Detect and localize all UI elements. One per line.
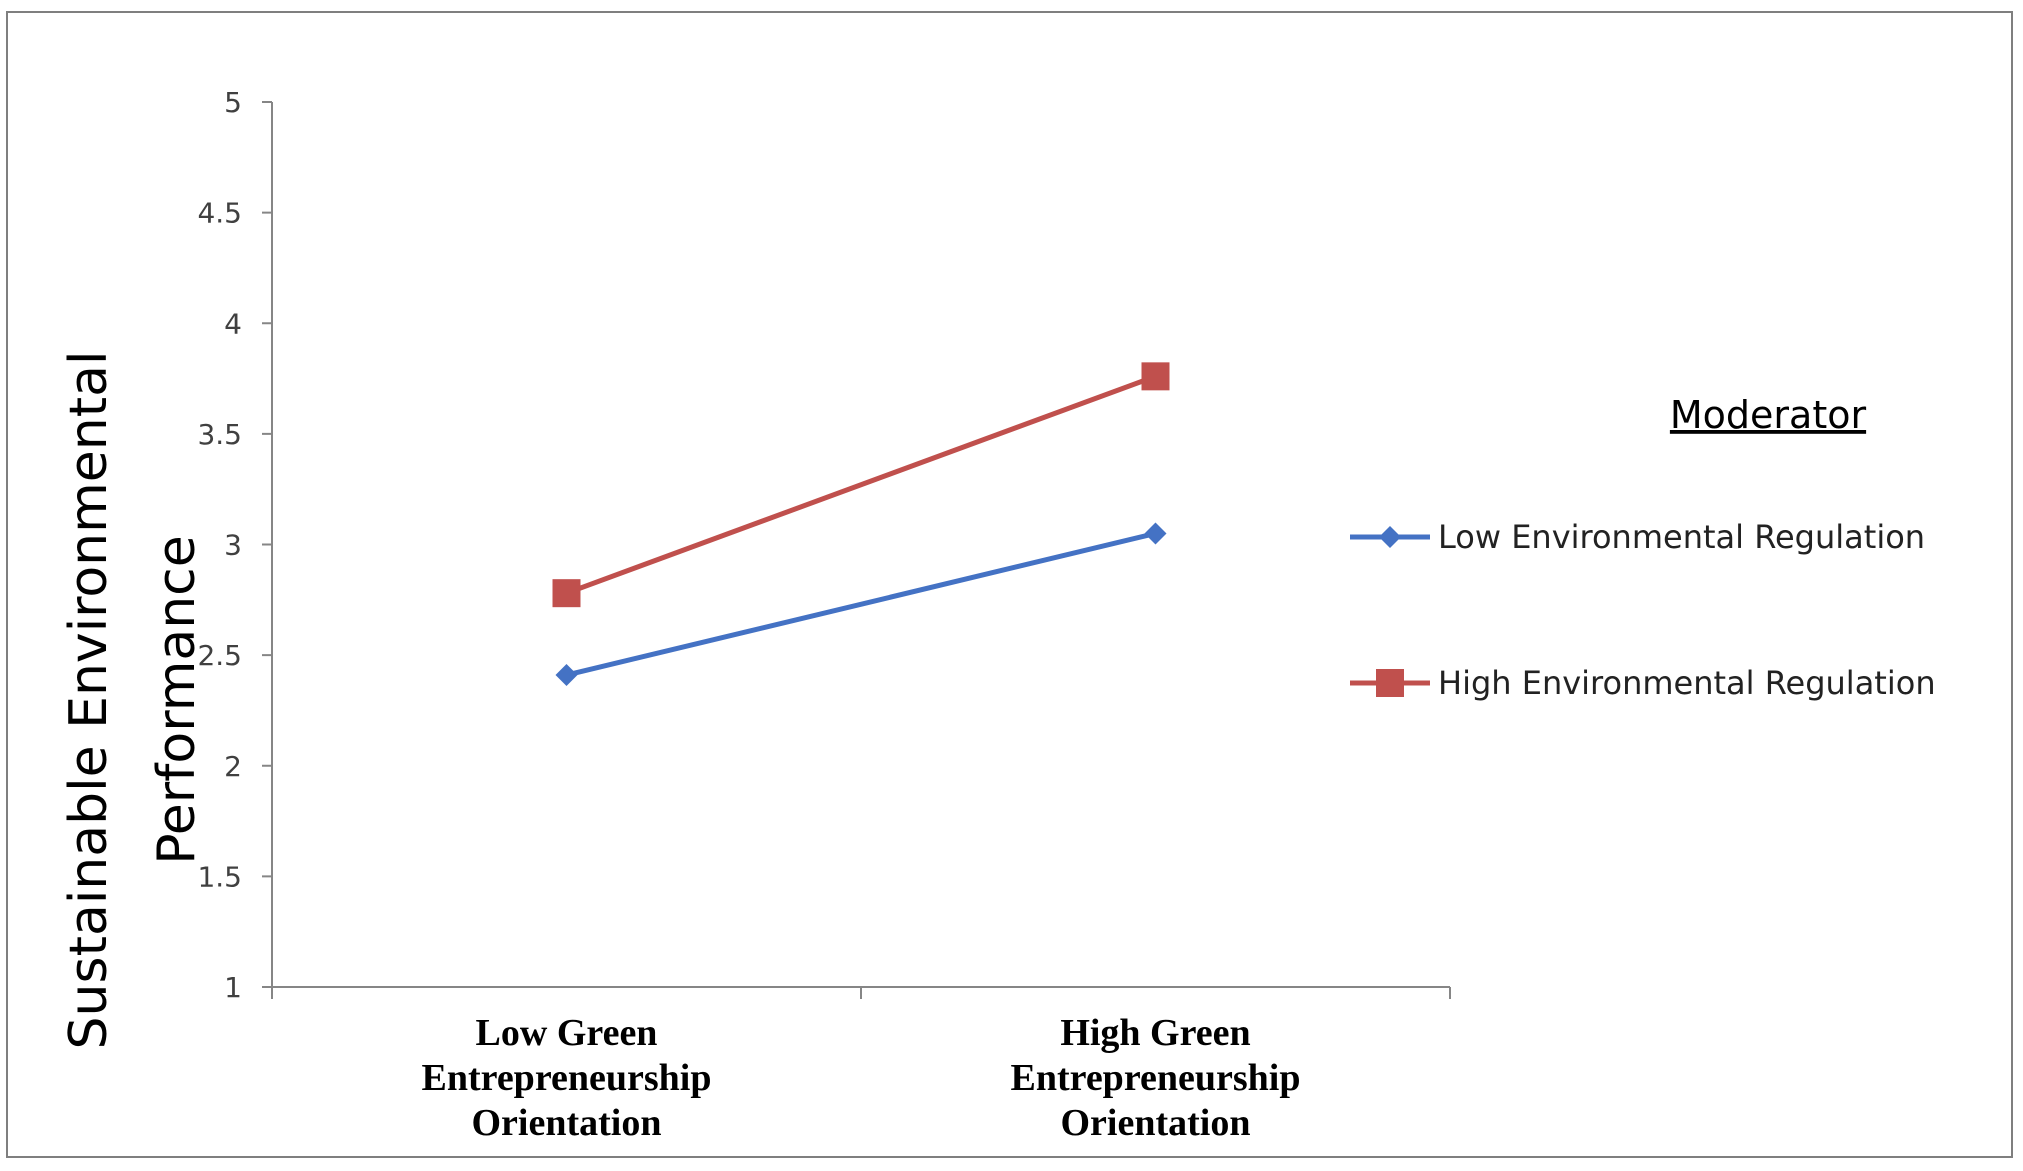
data-point-marker [1141, 362, 1170, 391]
x-category-label-line: Orientation [472, 1102, 662, 1144]
x-category-label: High Green Entrepreneurship Orientation [1011, 1012, 1301, 1144]
y-axis-title: Sustainable Environmental Performance [59, 351, 207, 1050]
y-tick-label: 4.5 [197, 197, 242, 230]
data-point-marker [552, 579, 581, 608]
legend-marker [1376, 669, 1404, 697]
y-tick-label: 2.5 [197, 639, 242, 672]
y-tick-label: 3.5 [197, 418, 242, 451]
x-category-label-line: Entrepreneurship [1011, 1057, 1301, 1099]
y-axis-title-line-2: Performance [147, 535, 207, 865]
series-layer [552, 362, 1170, 687]
legend-title: Moderator [1670, 393, 1867, 437]
x-ticks [271, 987, 1451, 999]
data-point-marker [555, 664, 578, 687]
series-line [565, 374, 1157, 596]
y-tick-label: 3 [224, 529, 242, 562]
y-tick-label: 4 [224, 307, 242, 340]
data-point-marker [1144, 522, 1167, 545]
legend-item: High Environmental Regulation [1350, 664, 1936, 702]
x-category-label-line: Entrepreneurship [422, 1057, 712, 1099]
chart-frame [6, 11, 2013, 1158]
legend-label: Low Environmental Regulation [1438, 518, 1925, 556]
y-tick-label: 2 [224, 750, 242, 783]
legend-label: High Environmental Regulation [1438, 664, 1936, 702]
legend-marker [1379, 526, 1401, 548]
series-high-environmental-regulation [552, 362, 1170, 608]
legend-items: Low Environmental Regulation High Environ… [1350, 518, 1936, 702]
series-low-environmental-regulation [555, 522, 1167, 687]
y-axis-title-line-1: Sustainable Environmental [59, 351, 119, 1050]
series-line [565, 531, 1157, 678]
y-ticks: 1 1.5 2 2.5 3 3.5 4 4.5 5 [197, 86, 272, 1004]
legend-item: Low Environmental Regulation [1350, 518, 1925, 556]
x-category-label-line: High Green [1060, 1012, 1250, 1054]
x-category-label: Low Green Entrepreneurship Orientation [422, 1012, 712, 1144]
y-tick-label: 1 [224, 971, 242, 1004]
legend: Moderator Low Environmental Regulation Hi… [1350, 393, 1936, 702]
category-labels: Low Green Entrepreneurship OrientationHigh… [422, 1012, 1301, 1144]
x-category-label-line: Low Green [476, 1012, 658, 1054]
y-tick-label: 1.5 [197, 860, 242, 893]
x-category-label-line: Orientation [1061, 1102, 1251, 1144]
y-tick-label: 5 [224, 86, 242, 119]
